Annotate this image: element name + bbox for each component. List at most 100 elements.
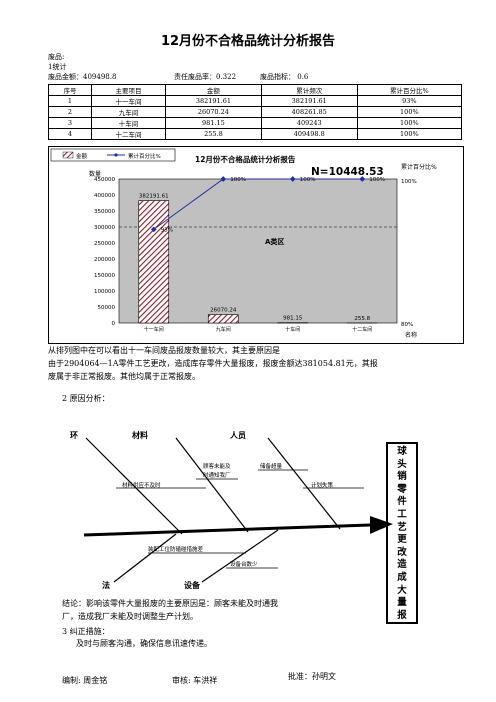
meta-rate: 责任废品率：0.322: [174, 73, 237, 81]
table-cell: 2: [48, 106, 92, 118]
y-tick-label: 350000: [94, 209, 115, 215]
fishbone-diagram: 环 材料 人员 法 设备 材料供应不及时 顾客未能及 时通知我厂 储备超量 计划…: [70, 430, 393, 590]
effect-text: 球头销零件工艺更改造成大量报: [397, 446, 407, 621]
category-environment: 环: [70, 431, 78, 440]
table-cell: 93%: [356, 95, 463, 107]
table-header: 序号: [48, 84, 92, 96]
table-row: 3 十车间 981.15 409243 100%: [48, 117, 463, 129]
table-cell: 3: [48, 117, 92, 129]
y-tick-label: 50000: [98, 305, 116, 311]
y-tick-label: 450000: [94, 177, 115, 183]
cumulative-point-label: 93%: [161, 227, 173, 233]
bone-people: [267, 437, 341, 530]
analysis-line3: 废属于非正常报废。其他均属于正常报废。: [48, 372, 200, 381]
reviewer: 审核: 车洪祥: [172, 676, 218, 685]
x-axis-label: 名称: [405, 331, 417, 339]
table-cell: 100%: [356, 117, 463, 129]
table-cell: 100%: [356, 106, 463, 118]
bar-value-label: 382191.61: [139, 194, 169, 200]
editor: 编制: 周金铭: [62, 676, 108, 685]
y-tick-label: 250000: [94, 241, 115, 247]
table-header-row: 序号 主要项目 金额 累计频次 累计百分比%: [48, 84, 463, 96]
pareto-chart: 金额 累计百分比% 12月份不合格品统计分析报告 N=10448.53 数量 累…: [50, 148, 437, 339]
analysis-line1: 从排列图中在可以看出十一车间废品报废数量较大，其主要原因是: [48, 346, 280, 355]
y2-tick-label: 80%: [401, 322, 413, 328]
legend-label-amount: 金额: [76, 152, 88, 160]
x-category-label: 十车间: [285, 326, 300, 333]
cumulative-point-label: 100%: [300, 177, 316, 183]
bone-material: [175, 437, 249, 533]
bone-equipment: [201, 529, 279, 583]
bar-value-label: 255.8: [354, 316, 370, 322]
measure-text: 及时与顾客沟通，确保信息讯速传递。: [76, 639, 212, 648]
table-header: 累计百分比%: [356, 84, 463, 96]
conclusion-line1: 结论：影响该零件大量报废的主要原因是：顾客未能及时通我: [62, 599, 278, 608]
bone-environment: [85, 437, 183, 535]
table-cell: 408261.85: [260, 106, 358, 118]
section-3-heading: 3 纠正措施：: [62, 627, 110, 636]
section-2-heading: 2 原因分析：: [62, 394, 110, 403]
category-equipment: 设备: [184, 580, 201, 590]
bar: [138, 200, 170, 324]
cumulative-point: [150, 226, 157, 233]
page-title: 12月份不合格品统计分析报告: [160, 34, 336, 49]
y-axis-label: 数量: [89, 170, 101, 178]
meta-target: 废品指标： 0.6: [260, 73, 309, 81]
y-tick-label: 400000: [94, 193, 115, 199]
table-cell: 十二车间: [90, 128, 166, 140]
table-cell: 382191.61: [260, 95, 358, 107]
legend-label-cum: 累计百分比%: [128, 152, 161, 160]
legend-swatch-bar: [62, 151, 74, 159]
table-cell: 1: [48, 95, 92, 107]
chart-title: 12月份不合格品统计分析报告: [195, 154, 296, 164]
x-category-label: 九车间: [216, 326, 231, 333]
cause-impact: 装配工位防磕碰措施差: [148, 545, 204, 553]
bar: [207, 314, 239, 324]
cause-supply: 材料供应不及时: [122, 481, 161, 489]
pareto-chart-frame: 金额 累计百分比% 12月份不合格品统计分析报告 N=10448.53 数量 累…: [48, 146, 464, 344]
bar-value-label: 981.15: [283, 316, 303, 322]
cumulative-point-label: 100%: [369, 177, 385, 183]
cause-notify-1: 顾客未能及: [203, 462, 231, 470]
effect-box: 球头销零件工艺更改造成大量报: [386, 442, 418, 624]
table-cell: 100%: [356, 128, 463, 140]
chart-n-label: N=10448.53: [311, 166, 384, 178]
cause-equipment: 设备台数少: [230, 560, 258, 568]
cumulative-point-label: 100%: [230, 177, 246, 183]
zone-label: A类区: [265, 237, 284, 246]
category-method: 法: [102, 580, 110, 590]
x-category-label: 十二车间: [352, 326, 372, 333]
meta-total: 废品金额：409498.8: [48, 73, 117, 81]
cause-plan: 计划失策: [311, 481, 334, 489]
y-tick-label: 300000: [94, 225, 115, 231]
table-cell: 981.15: [164, 117, 262, 129]
fishbone-spine: [83, 523, 371, 537]
table-row: 1 十一车间 382191.61 382191.61 93%: [48, 95, 463, 107]
y-tick-label: 150000: [94, 273, 115, 279]
y2-tick-label: 100%: [401, 179, 417, 185]
table-row: 2 九车间 26070.24 408261.85 100%: [48, 106, 463, 118]
legend-swatch-marker: [114, 153, 118, 157]
table-cell: 九车间: [90, 106, 166, 118]
table-row: 4 十二车间 255.8 409498.8 100%: [48, 128, 463, 140]
spine-arrowhead: [370, 516, 393, 534]
table-cell: 4: [48, 128, 92, 140]
table-header: 主要项目: [90, 84, 166, 96]
conclusion-line2: 厂，造成我厂未能及时调整生产计划。: [62, 612, 198, 621]
cause-notify-2: 时通知我厂: [203, 471, 231, 479]
y2-axis-label: 累计百分比%: [401, 163, 437, 171]
table-cell: 26070.24: [164, 106, 262, 118]
y-tick-label: 0: [112, 321, 116, 327]
table-cell: 382191.61: [164, 95, 262, 107]
cumulative-line: [153, 178, 363, 230]
summary-table: 序号 主要项目 金额 累计频次 累计百分比% 1 十一车间 382191.61 …: [48, 84, 463, 140]
table-header: 金额: [164, 84, 262, 96]
x-category-label: 十一车间: [144, 326, 164, 333]
category-material: 材料: [132, 430, 148, 440]
bar-value-label: 26070.24: [210, 308, 237, 314]
y-tick-label: 200000: [94, 257, 115, 263]
y-tick-label: 100000: [94, 289, 115, 295]
analysis-line2: 由于2904064—1A零件工艺更改，造成库存零件大量报废，报废金额达38105…: [48, 359, 378, 368]
table-cell: 409498.8: [260, 128, 358, 140]
meta-line1: 废品:: [48, 53, 65, 61]
